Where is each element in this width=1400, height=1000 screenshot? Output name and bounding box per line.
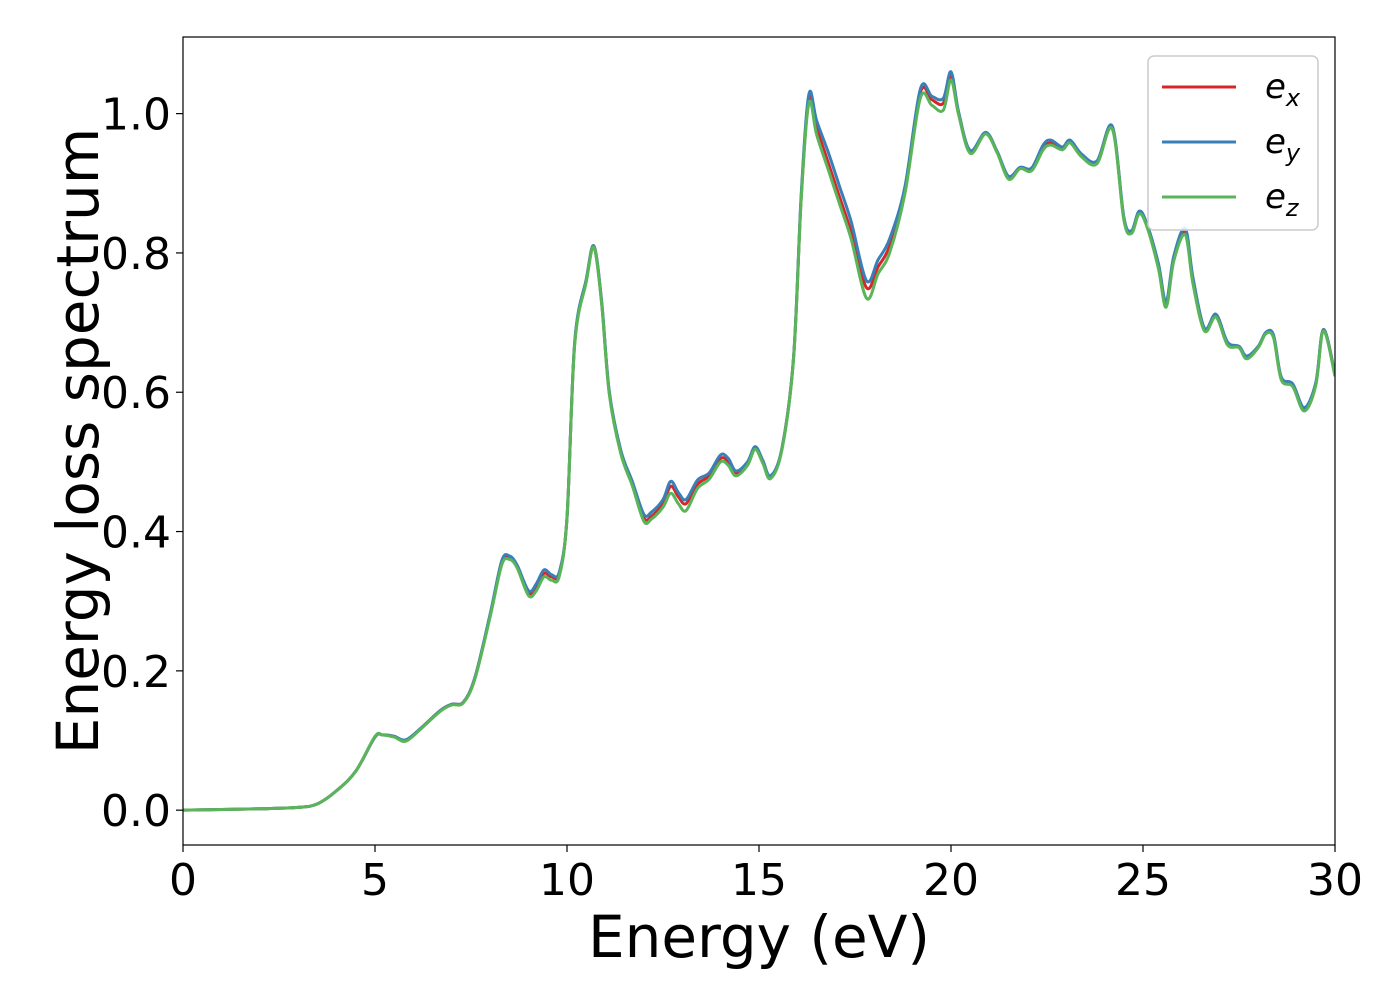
legend-entry-e_x: ex xyxy=(1162,67,1301,112)
y-tick-label: 1.0 xyxy=(101,90,171,141)
x-tick-label: 25 xyxy=(1115,855,1171,906)
legend: ex ey ez xyxy=(1147,55,1319,231)
legend-label: ez xyxy=(1265,177,1300,222)
legend-label: ey xyxy=(1265,122,1301,167)
series-line-e_z xyxy=(183,78,1335,812)
x-tick-label: 0 xyxy=(169,855,197,906)
x-tick-label: 10 xyxy=(539,855,595,906)
y-tick-label: 0.8 xyxy=(101,229,171,280)
x-axis-label: Energy (eV) xyxy=(588,903,930,971)
y-tick-label: 0.4 xyxy=(101,508,171,559)
x-axis-ticks: 0 5 10 15 20 25 30 xyxy=(169,845,1363,906)
x-tick-label: 15 xyxy=(731,855,787,906)
x-tick-label: 20 xyxy=(923,855,979,906)
y-axis-label: Energy loss spectrum xyxy=(44,128,112,754)
legend-entry-e_y: ey xyxy=(1162,122,1301,167)
legend-label: ex xyxy=(1265,67,1301,112)
y-tick-label: 0.6 xyxy=(101,368,171,419)
legend-entry-e_z: ez xyxy=(1162,177,1300,222)
series-layer xyxy=(183,70,1335,812)
x-tick-label: 5 xyxy=(361,855,389,906)
x-tick-label: 30 xyxy=(1307,855,1363,906)
y-axis-ticks: 0.0 0.2 0.4 0.6 0.8 1.0 xyxy=(101,90,183,837)
y-tick-label: 0.0 xyxy=(101,786,171,837)
y-tick-label: 0.2 xyxy=(101,647,171,698)
legend-entries: ex ey ez xyxy=(1162,67,1301,222)
